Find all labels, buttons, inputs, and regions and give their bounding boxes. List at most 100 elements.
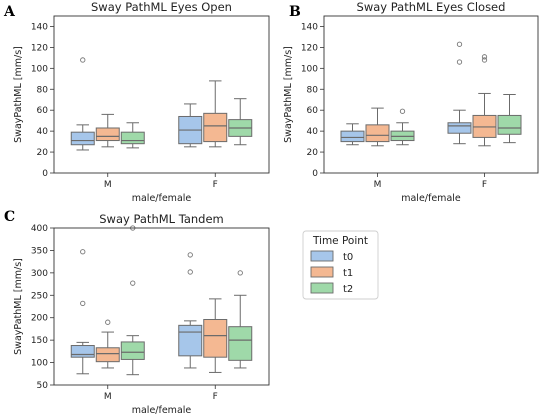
legend-label: t2	[343, 284, 353, 295]
outlier-point	[456, 41, 463, 47]
panel-a: A Sway PathML Eyes Open 0 20 40 60 80 100 120 140…	[3, 0, 270, 204]
y-tick-label: 20	[37, 148, 49, 158]
box-body	[365, 124, 390, 143]
y-tick-label: 40	[307, 127, 319, 137]
y-tick-label: 140	[301, 22, 318, 32]
box-t0-m	[340, 123, 365, 146]
y-axis-label: SwayPathML [mm/s]	[283, 46, 294, 143]
box-t1-f	[203, 298, 228, 373]
legend-swatch	[310, 282, 334, 294]
outlier-point	[80, 249, 86, 255]
box-t0-f	[447, 41, 472, 145]
box-t0-f	[178, 103, 203, 148]
y-tick-label: 80	[307, 85, 319, 95]
box-body	[120, 131, 145, 145]
box-t1-m	[365, 107, 390, 147]
box-t0-m	[70, 57, 95, 151]
box-t0-m	[70, 249, 95, 375]
y-axis-label: SwayPathML [mm/s]	[13, 46, 24, 143]
panel-letter: C	[4, 209, 15, 225]
y-tick-label: 20	[307, 148, 319, 158]
y-tick-label: 150	[31, 336, 48, 346]
y-tick-label: 100	[31, 359, 48, 369]
plot-frame	[323, 15, 539, 174]
box-body	[340, 130, 365, 143]
outlier-point	[399, 108, 406, 114]
box-body	[120, 341, 145, 360]
panel-b: B Sway PathML Eyes Closed 0 20 40 60 80 100 120 1…	[283, 0, 539, 204]
box-t2-f	[228, 98, 253, 146]
box-body	[203, 319, 228, 358]
y-tick-label: 60	[307, 106, 319, 116]
box-body	[228, 326, 253, 361]
outlier-point	[130, 280, 136, 286]
y-axis-label: SwayPathML [mm/s]	[13, 258, 24, 355]
panel-letter: B	[289, 4, 301, 20]
box-t2-m	[120, 225, 145, 376]
legend-title: Time Point	[312, 235, 368, 247]
plot-frame	[53, 227, 270, 386]
legend: Time Point t0 t1 t2	[302, 230, 379, 300]
y-tick-label: 200	[31, 314, 48, 324]
x-tick-label: F	[482, 180, 487, 190]
y-tick-label: 60	[37, 106, 49, 116]
y-tick-label: 40	[37, 127, 49, 137]
box-body	[203, 112, 228, 143]
box-t2-m	[390, 108, 415, 146]
box-t1-m	[95, 319, 120, 369]
panel-letter: A	[3, 4, 16, 20]
legend-item-t1: t1	[310, 266, 353, 279]
box-t2-f	[497, 94, 522, 144]
legend-item-t2: t2	[310, 282, 353, 295]
y-tick-label: 120	[301, 43, 318, 53]
chart-title: Sway PathML Tandem	[99, 212, 224, 226]
outlier-point	[105, 319, 111, 325]
outlier-point	[237, 270, 243, 276]
box-body	[95, 347, 120, 363]
y-tick-label: 100	[31, 64, 48, 74]
box-t2-f	[228, 270, 253, 369]
plot-frame	[53, 15, 270, 174]
box-t1-f	[203, 80, 228, 148]
outlier-point	[80, 57, 86, 63]
outlier-point	[481, 57, 488, 63]
x-tick-label: M	[374, 180, 382, 190]
panel-c: C Sway PathML Tandem 50 100 150 200 250 300 350 4…	[4, 209, 270, 416]
box-body	[497, 114, 522, 135]
legend-label: t1	[343, 268, 353, 279]
box-body	[70, 131, 95, 146]
y-tick-label: 350	[31, 246, 48, 256]
box-body	[70, 345, 95, 358]
box-body	[447, 122, 472, 134]
legend-item-t0: t0	[310, 250, 353, 263]
y-tick-label: 0	[42, 169, 48, 179]
chart-title: Sway PathML Eyes Closed	[357, 0, 506, 14]
x-tick-label: M	[104, 392, 112, 402]
outlier-point	[187, 269, 193, 275]
legend-frame	[302, 230, 379, 300]
box-t1-f	[472, 54, 497, 147]
legend-swatch	[310, 250, 334, 262]
x-tick-label: M	[104, 180, 112, 190]
y-tick-label: 50	[37, 381, 49, 391]
x-axis-label: male/female	[132, 193, 192, 204]
box-body	[95, 127, 120, 142]
box-t0-f	[178, 252, 203, 369]
y-tick-label: 0	[312, 169, 318, 179]
y-tick-label: 140	[31, 22, 48, 32]
box-body	[178, 324, 203, 357]
chart-title: Sway PathML Eyes Open	[91, 0, 232, 14]
outlier-point	[456, 59, 463, 65]
box-t1-m	[95, 113, 120, 148]
y-tick-label: 300	[31, 269, 48, 279]
y-tick-label: 400	[31, 224, 48, 234]
outlier-point	[187, 252, 193, 258]
x-tick-label: F	[213, 392, 218, 402]
y-tick-label: 120	[31, 43, 48, 53]
y-tick-label: 250	[31, 291, 48, 301]
x-axis-label: male/female	[132, 405, 192, 416]
x-tick-label: F	[213, 180, 218, 190]
y-tick-label: 80	[37, 85, 49, 95]
outlier-point	[481, 54, 488, 60]
